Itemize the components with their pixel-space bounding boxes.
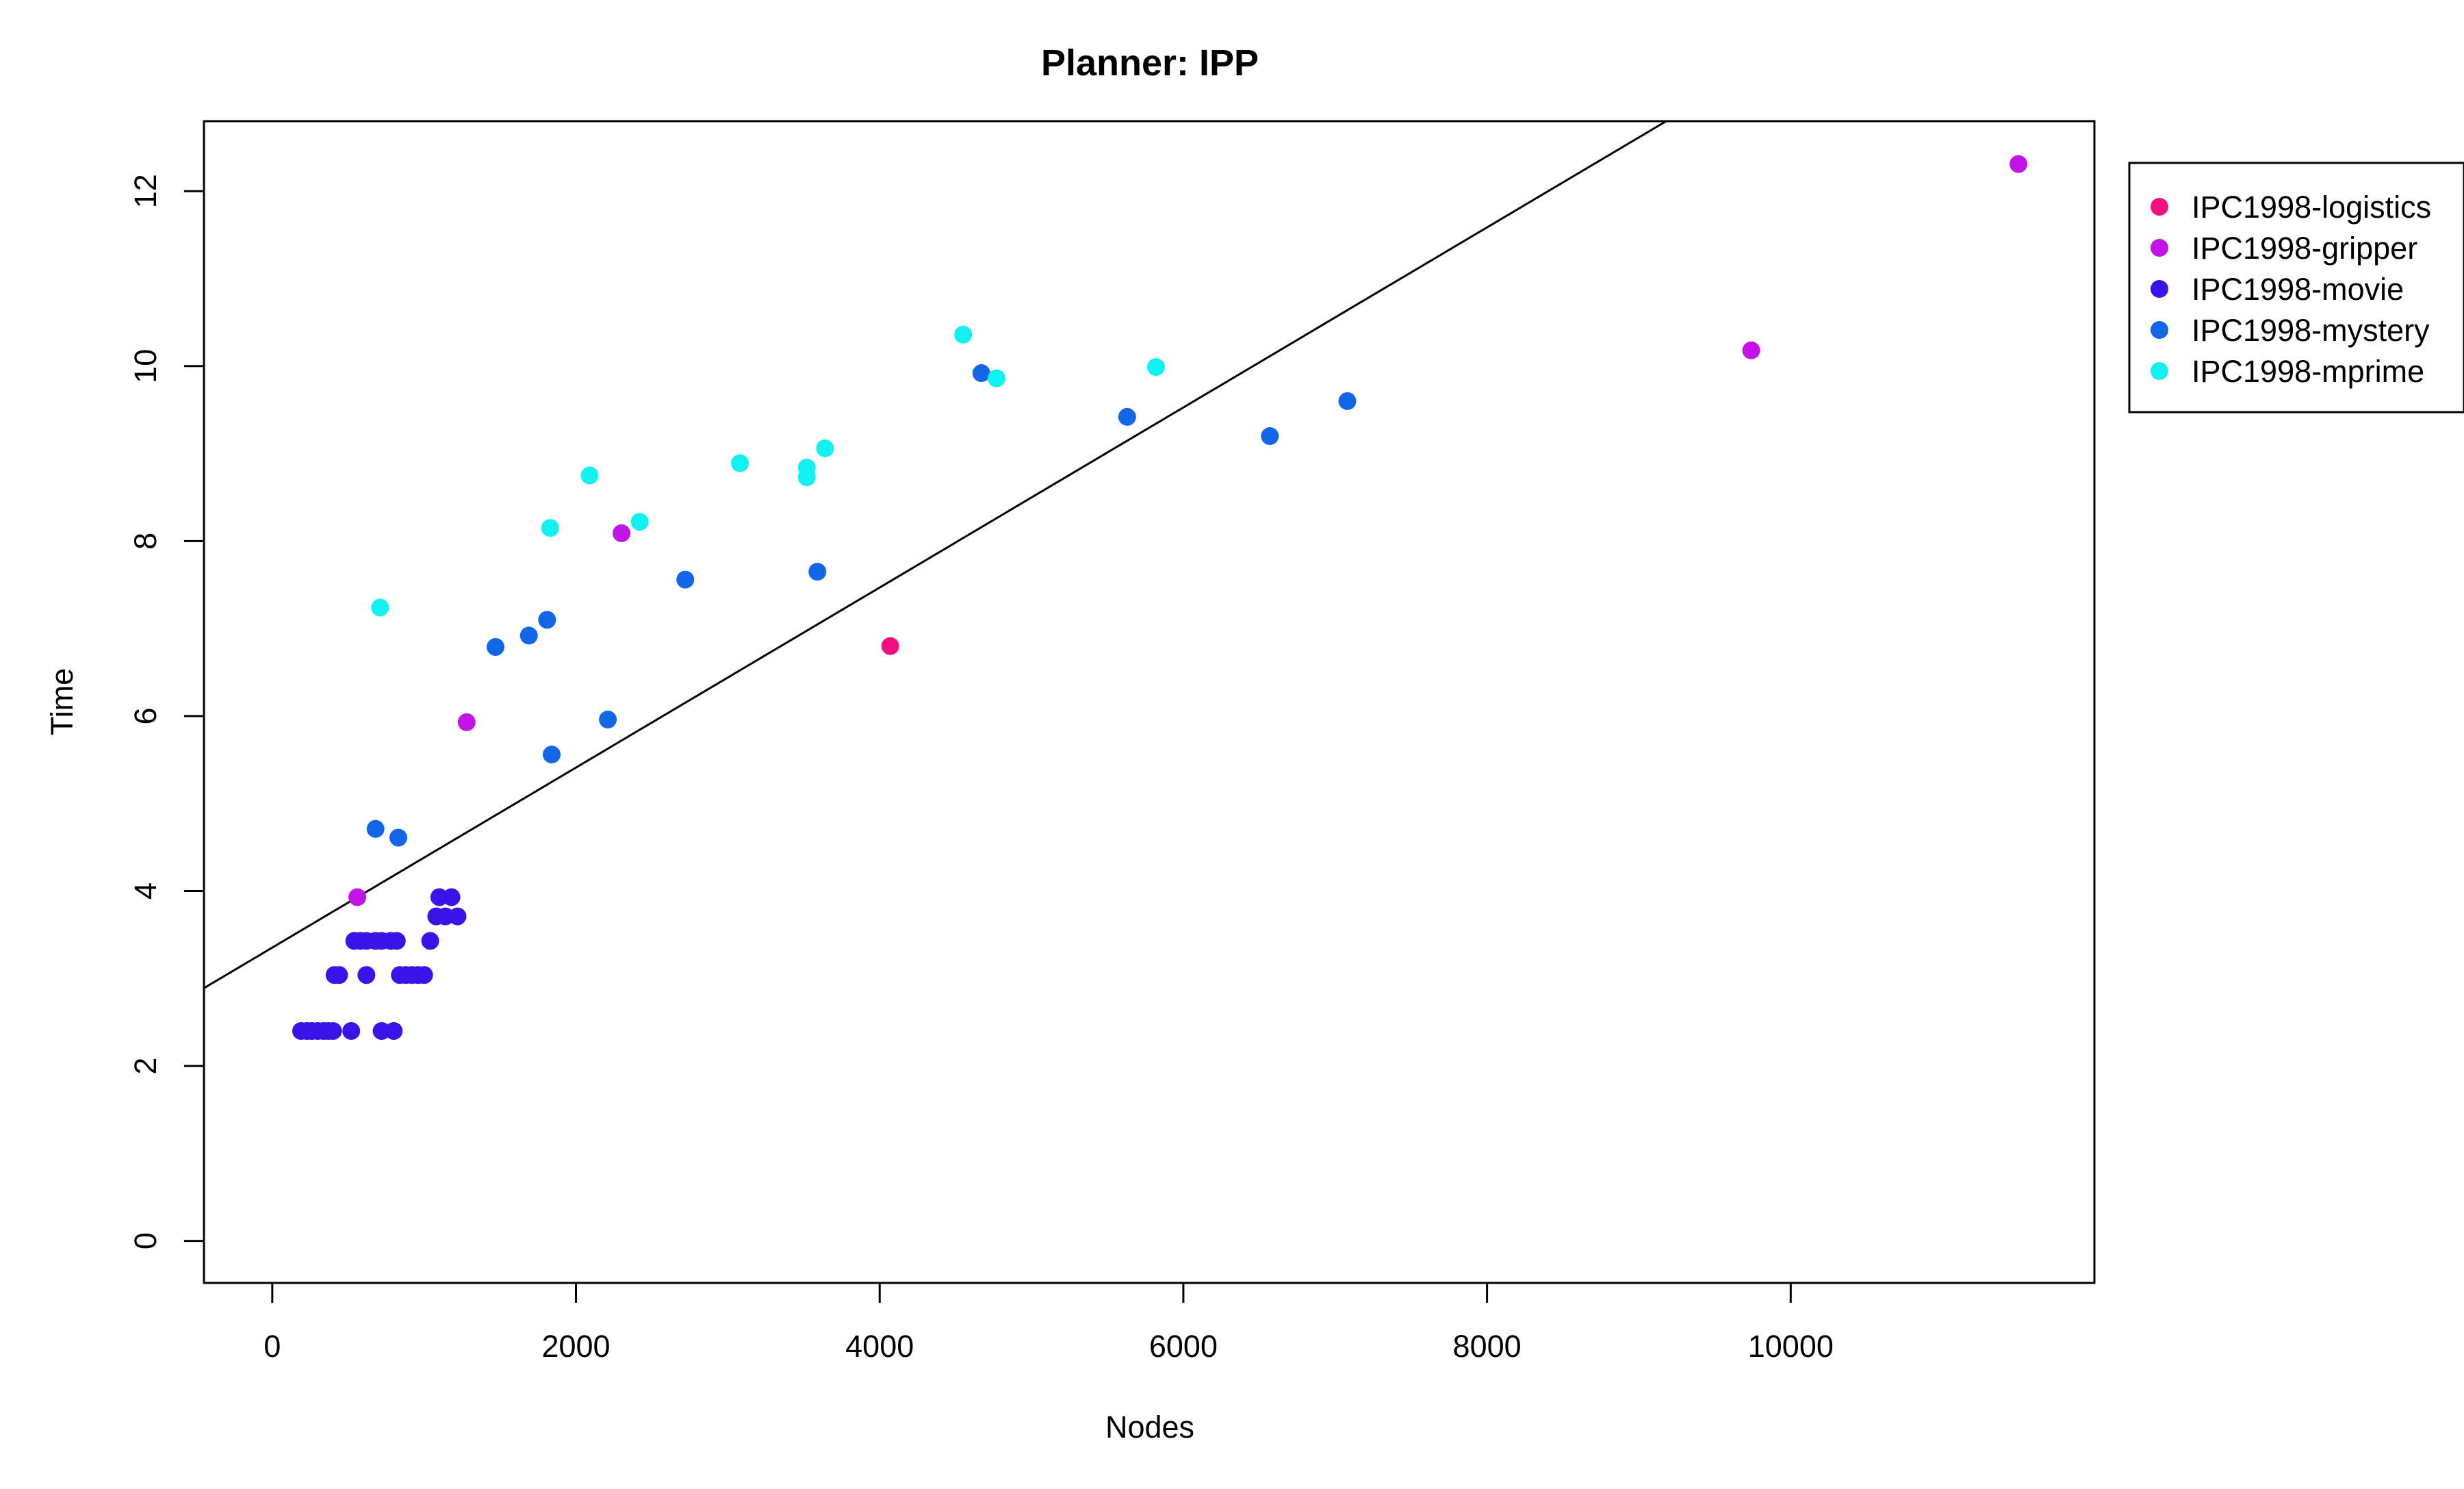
- data-point: [415, 966, 433, 984]
- legend-entry: IPC1998-mystery: [2151, 313, 2430, 348]
- data-point: [988, 369, 1006, 387]
- legend-entry: IPC1998-movie: [2151, 272, 2404, 307]
- series-ipc1998-logistics: [881, 637, 899, 655]
- data-point: [580, 466, 599, 485]
- y-tick-label: 4: [128, 882, 163, 900]
- x-axis: 0 2000 4000 6000 8000 10000: [264, 1282, 1834, 1364]
- data-point: [1261, 427, 1279, 446]
- legend-box: [2128, 162, 2464, 413]
- data-points: [292, 155, 2028, 1040]
- legend-entry: IPC1998-mprime: [2151, 354, 2424, 389]
- data-point: [676, 570, 695, 589]
- data-point: [808, 563, 827, 581]
- data-point: [387, 932, 406, 950]
- legend-marker: [2151, 362, 2168, 380]
- legend-entry: IPC1998-gripper: [2151, 231, 2417, 266]
- y-tick-label: 0: [128, 1232, 163, 1249]
- x-tick-label: 6000: [1149, 1329, 1218, 1364]
- data-point: [1118, 407, 1136, 426]
- legend-label: IPC1998-movie: [2192, 272, 2404, 307]
- data-point: [442, 888, 461, 906]
- data-point: [630, 513, 649, 531]
- series-ipc1998-movie: [292, 888, 467, 1040]
- data-point: [541, 519, 559, 537]
- data-point: [519, 626, 538, 645]
- legend-marker: [2151, 198, 2168, 216]
- data-point: [457, 713, 476, 731]
- data-point: [538, 611, 556, 629]
- data-point: [342, 1021, 361, 1040]
- x-tick-label: 4000: [845, 1329, 914, 1364]
- legend-marker: [2151, 239, 2168, 257]
- series-ipc1998-mystery: [366, 364, 1357, 847]
- data-point: [385, 1021, 403, 1040]
- y-axis: 0 2 4 6 8 10 12: [128, 174, 205, 1249]
- x-axis-label: Nodes: [1105, 1410, 1194, 1445]
- series-ipc1998-mprime: [371, 325, 1165, 617]
- data-point: [448, 907, 467, 926]
- data-point: [389, 828, 407, 847]
- data-point: [348, 888, 367, 906]
- series-ipc1998-gripper: [348, 155, 2028, 906]
- legend-label: IPC1998-mprime: [2192, 354, 2424, 389]
- regression-line: [204, 121, 1667, 989]
- data-point: [731, 454, 749, 472]
- chart-title: Planner: IPP: [1041, 42, 1259, 84]
- legend-label: IPC1998-mystery: [2192, 313, 2430, 348]
- data-point: [972, 364, 990, 383]
- data-point: [599, 711, 617, 729]
- legend-label: IPC1998-gripper: [2192, 231, 2417, 266]
- y-tick-label: 2: [128, 1058, 163, 1075]
- legend-entry: IPC1998-logistics: [2151, 190, 2431, 225]
- data-point: [421, 932, 439, 950]
- legend-marker: [2151, 321, 2168, 339]
- data-point: [366, 819, 385, 838]
- legend-marker: [2151, 280, 2168, 298]
- data-point: [486, 637, 504, 656]
- data-point: [1338, 392, 1357, 410]
- x-tick-label: 8000: [1453, 1329, 1522, 1364]
- data-point: [330, 966, 348, 984]
- y-tick-label: 12: [128, 174, 163, 208]
- legend-label: IPC1998-logistics: [2192, 190, 2431, 225]
- y-tick-label: 6: [128, 707, 163, 724]
- data-point: [816, 439, 834, 457]
- x-tick-label: 2000: [541, 1329, 610, 1364]
- y-tick-label: 10: [128, 349, 163, 383]
- data-point: [1146, 358, 1165, 377]
- data-point: [613, 524, 631, 542]
- y-axis-label: Time: [44, 668, 79, 735]
- data-point: [324, 1021, 342, 1040]
- legend: IPC1998-logistics IPC1998-gripper IPC1998-…: [2128, 162, 2464, 413]
- data-point: [357, 966, 376, 984]
- y-tick-label: 8: [128, 533, 163, 550]
- data-point: [543, 746, 561, 764]
- x-tick-label: 10000: [1748, 1329, 1834, 1364]
- x-tick-label: 0: [264, 1329, 281, 1364]
- data-point: [954, 325, 973, 344]
- data-point: [1742, 341, 1760, 359]
- data-point: [797, 468, 816, 487]
- data-point: [371, 598, 389, 617]
- data-point: [881, 637, 899, 655]
- data-point: [2010, 155, 2028, 173]
